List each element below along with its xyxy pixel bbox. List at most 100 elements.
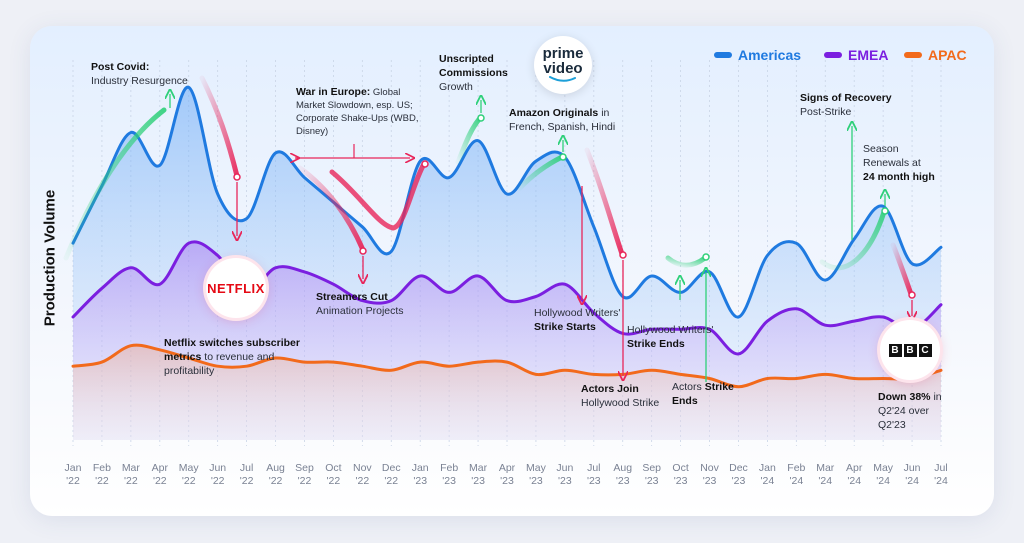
x-tick-month-1: Feb (93, 462, 111, 474)
post-covid-title: Post Covid: (91, 61, 150, 73)
x-tick-month-2: Mar (122, 462, 141, 474)
area-apac (73, 345, 941, 440)
unscripted-title-1: Unscripted (439, 53, 494, 65)
x-tick-month-9: Oct (325, 462, 341, 474)
x-tick-year-6: '22 (240, 475, 254, 487)
netflix-logo-text: NETFLIX (207, 280, 265, 296)
annotation-down-38: Down 38% in Q2'24 over Q2'23 (878, 390, 942, 432)
line-americas (71, 85, 943, 319)
war-europe-l1: Global (372, 87, 401, 98)
legend-apac: APAC (904, 47, 967, 63)
netflix-metrics-t1: to revenue and (204, 351, 275, 363)
x-tick-year-5: '22 (211, 475, 225, 487)
x-tick-year-23: '23 (732, 475, 746, 487)
dot-may24 (881, 207, 889, 215)
legend-swatch-americas (714, 52, 732, 58)
legend-swatch-apac (904, 52, 922, 58)
recovery-text: Post-Strike (800, 106, 852, 118)
x-tick-year-9: '22 (327, 475, 341, 487)
line-emea (71, 240, 943, 356)
dot-jun23 (559, 153, 567, 161)
x-tick-month-12: Jan (412, 462, 429, 474)
streamers-title: Streamers Cut (316, 291, 388, 303)
trend-down-jun22 (199, 75, 240, 179)
series-lines (71, 85, 943, 389)
legend-label-americas: Americas (738, 47, 802, 63)
season-l1: Season (863, 143, 899, 155)
annotation-recovery: Signs of Recovery Post-Strike (800, 91, 892, 119)
prime-video-logo-bottom: video (543, 60, 583, 77)
bbc-logo-blocks: B B C (888, 343, 932, 357)
legend-label-emea: EMEA (848, 47, 889, 63)
unscripted-title-2: Commissions (439, 67, 508, 79)
x-tick-year-15: '23 (500, 475, 514, 487)
war-europe-l3: Corporate Shake-Ups (WBD, (296, 113, 419, 124)
x-tick-month-0: Jan (65, 462, 82, 474)
dot-mar23 (477, 114, 485, 122)
war-europe-l2: Market Slowdown, esp. US; (296, 100, 413, 111)
x-tick-year-14: '23 (471, 475, 485, 487)
amazon-t2: French, Spanish, Hindi (509, 121, 616, 133)
trend-down-nov22 (297, 165, 366, 253)
x-tick-month-15: Apr (499, 462, 516, 474)
trend-overlays (63, 75, 915, 382)
x-tick-month-24: Jan (759, 462, 776, 474)
annotation-season-renewals: Season Renewals at 24 month high (863, 142, 935, 184)
netflix-metrics-bold2: metrics (164, 351, 202, 363)
x-tick-month-11: Dec (382, 462, 401, 474)
dot-aug23 (619, 251, 627, 259)
series-areas (73, 87, 941, 440)
actors-ends-text: Actors (672, 381, 702, 393)
season-bold: 24 month high (863, 171, 935, 183)
trend-up-jun23 (517, 154, 565, 191)
legend-americas: Americas (714, 47, 801, 63)
netflix-metrics-t2: profitability (164, 365, 215, 377)
dot-nov23 (702, 253, 710, 261)
post-covid-text: Industry Resurgence (91, 75, 188, 87)
prime-video-logo-top: prime (542, 45, 584, 62)
netflix-metrics-title: Netflix switches subscriber (164, 337, 300, 349)
x-tick-year-19: '23 (616, 475, 630, 487)
x-axis-ticks: Jan'22Feb'22Mar'22Apr'22May'22Jun'22Jul'… (65, 462, 948, 487)
writers-strike-bold: Strike Starts (534, 321, 596, 333)
annotation-netflix-metrics: Netflix switches subscriber metrics to r… (164, 336, 300, 378)
x-tick-year-22: '23 (703, 475, 717, 487)
annotation-streamers-cut: Streamers Cut Animation Projects (316, 290, 404, 318)
x-tick-year-3: '22 (153, 475, 167, 487)
actors-ends-bold2: Ends (672, 395, 698, 407)
annotation-unscripted: Unscripted Commissions Growth (439, 52, 508, 94)
x-tick-month-19: Aug (613, 462, 632, 474)
x-tick-month-8: Sep (295, 462, 314, 474)
annotation-actors-join: Actors Join Hollywood Strike (581, 382, 659, 410)
x-tick-month-4: May (179, 462, 200, 474)
x-tick-year-20: '23 (645, 475, 659, 487)
down-t2: Q2'24 over (878, 405, 930, 417)
bbc-block-3: C (918, 343, 932, 357)
trend-down-jun24 (890, 242, 914, 297)
x-tick-year-0: '22 (66, 475, 80, 487)
x-tick-year-30: '24 (934, 475, 948, 487)
x-tick-year-21: '23 (674, 475, 688, 487)
prime-smile-icon (549, 76, 576, 82)
annotation-amazon-originals: Amazon Originals in French, Spanish, Hin… (509, 106, 615, 134)
streamers-text: Animation Projects (316, 305, 404, 317)
x-tick-year-8: '22 (298, 475, 312, 487)
x-tick-month-27: Apr (846, 462, 863, 474)
x-tick-month-3: Apr (152, 462, 169, 474)
bbc-block-2: B (903, 343, 917, 357)
trend-up-mar23 (455, 115, 483, 165)
x-tick-month-13: Feb (440, 462, 458, 474)
dot-nov22 (359, 247, 367, 255)
actors-ends-bold1: Strike (704, 381, 734, 393)
trend-down-aug23 (584, 147, 625, 257)
x-tick-year-1: '22 (95, 475, 109, 487)
writers-strike-text: Hollywood Writers' (534, 307, 621, 319)
actors-join-text: Hollywood Strike (581, 397, 660, 409)
amazon-t1: in (601, 107, 610, 119)
x-tick-month-10: Nov (353, 462, 372, 474)
annotation-writers-strike-starts: Hollywood Writers' Strike Starts (534, 306, 620, 334)
x-tick-month-28: May (873, 462, 894, 474)
x-tick-year-26: '24 (818, 475, 832, 487)
x-tick-month-26: Mar (816, 462, 835, 474)
actors-join-title: Actors Join (581, 383, 639, 395)
